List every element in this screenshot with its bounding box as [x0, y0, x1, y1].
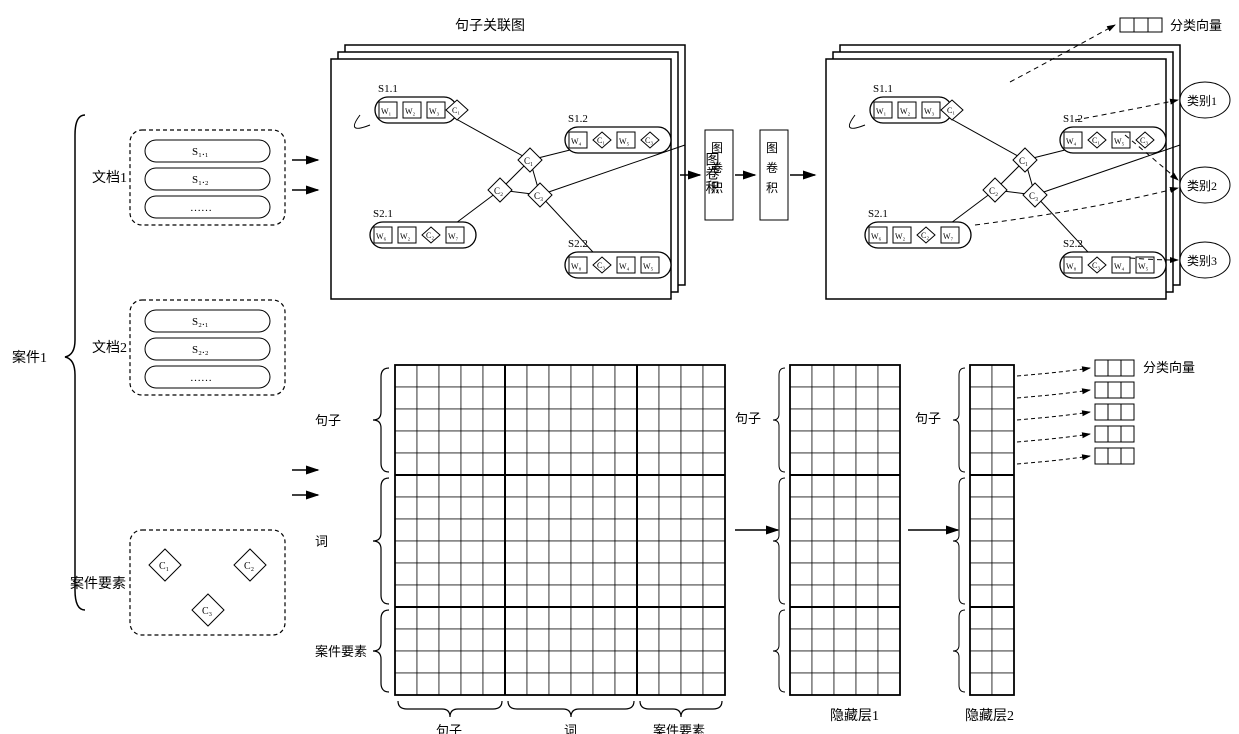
svg-text:W₈: W₈	[1066, 262, 1077, 271]
svg-text:词: 词	[564, 723, 577, 734]
svg-text:C₃: C₃	[1140, 136, 1148, 145]
hidden2-label: 隐藏层2	[965, 708, 1014, 724]
svg-text:案件要素: 案件要素	[315, 644, 367, 659]
hidden1-label: 隐藏层1	[830, 708, 879, 724]
svg-text:W₅: W₅	[1138, 262, 1149, 271]
svg-text:图: 图	[711, 141, 723, 155]
svg-text:C₃: C₃	[597, 261, 605, 270]
svg-text:W₂: W₂	[900, 107, 911, 116]
svg-text:C₁: C₁	[1092, 136, 1100, 145]
case-elements-box: C₁ C₂ C₃ 案件要素	[70, 530, 285, 635]
case1-label: 案件1	[12, 349, 47, 366]
svg-text:W₈: W₈	[571, 262, 582, 271]
svg-text:……: ……	[190, 202, 212, 214]
svg-text:W₄: W₄	[1114, 262, 1125, 271]
svg-text:分类向量: 分类向量	[1143, 360, 1195, 375]
feature-matrix	[395, 365, 725, 695]
main-diagram: 案件1 S₁.₁ S₁.₂ …… 文档1 S₂.₁ S₂.₂ …… 文档2 C₁…	[0, 0, 1239, 734]
svg-text:C₁: C₁	[1019, 156, 1028, 166]
svg-text:句子: 句子	[915, 411, 941, 426]
svg-text:C₂: C₂	[989, 186, 998, 196]
sentence-graph-title: 句子关联图	[455, 18, 525, 34]
svg-text:C₁: C₁	[947, 106, 955, 115]
svg-text:C₁: C₁	[597, 136, 605, 145]
svg-text:C₂: C₂	[244, 561, 254, 572]
svg-text:S2.2: S2.2	[568, 238, 588, 250]
svg-text:W₃: W₃	[429, 107, 440, 116]
svg-text:C₁: C₁	[452, 106, 460, 115]
svg-text:W₂: W₂	[895, 232, 906, 241]
svg-text:卷: 卷	[711, 160, 723, 175]
svg-text:W₂: W₂	[405, 107, 416, 116]
svg-text:句子: 句子	[436, 723, 462, 734]
doc2-label: 文档2	[92, 340, 127, 356]
case-elements-label: 案件要素	[70, 575, 126, 592]
hidden-layer-1	[790, 365, 900, 695]
svg-text:S1.1: S1.1	[873, 83, 893, 95]
svg-text:W₅: W₅	[619, 137, 630, 146]
svg-text:S1.1: S1.1	[378, 83, 398, 95]
svg-text:句子: 句子	[735, 411, 761, 426]
output-vectors: 分类向量	[1017, 360, 1195, 464]
svg-text:C₃: C₃	[202, 606, 212, 617]
svg-text:W₇: W₇	[448, 232, 459, 241]
doc1-label: 文档1	[92, 170, 127, 186]
svg-text:类别2: 类别2	[1187, 179, 1217, 193]
svg-text:W₃: W₃	[924, 107, 935, 116]
svg-text:W₅: W₅	[1114, 137, 1125, 146]
svg-text:案件要素: 案件要素	[653, 723, 705, 734]
svg-text:积: 积	[711, 181, 723, 195]
doc1-box: S₁.₁ S₁.₂ …… 文档1	[92, 130, 285, 225]
doc2-box: S₂.₁ S₂.₂ …… 文档2	[92, 300, 285, 395]
svg-text:S2.2: S2.2	[1063, 238, 1083, 250]
svg-text:句子: 句子	[315, 413, 341, 428]
svg-text:C₂: C₂	[426, 231, 434, 240]
svg-text:S₁.₁: S₁.₁	[192, 146, 209, 158]
svg-text:W₁: W₁	[381, 107, 392, 116]
svg-text:类别1: 类别1	[1187, 94, 1217, 108]
svg-text:C₂: C₂	[921, 231, 929, 240]
svg-text:W₄: W₄	[571, 137, 582, 146]
svg-text:W₁: W₁	[876, 107, 887, 116]
svg-text:S₂.₂: S₂.₂	[192, 344, 209, 356]
svg-text:C₁: C₁	[159, 561, 169, 572]
svg-text:C₃: C₃	[1029, 191, 1038, 201]
svg-text:图: 图	[766, 141, 778, 155]
svg-text:W₆: W₆	[376, 232, 387, 241]
svg-text:W₂: W₂	[400, 232, 411, 241]
svg-text:S2.1: S2.1	[868, 208, 888, 220]
svg-text:C₃: C₃	[1092, 261, 1100, 270]
svg-text:C₁: C₁	[524, 156, 533, 166]
svg-text:分类向量: 分类向量	[1170, 18, 1222, 33]
svg-text:S2.1: S2.1	[373, 208, 393, 220]
svg-text:词: 词	[315, 534, 328, 549]
svg-text:……: ……	[190, 372, 212, 384]
svg-text:S₁.₂: S₁.₂	[192, 174, 209, 186]
svg-text:C₃: C₃	[534, 191, 543, 201]
svg-text:W₇: W₇	[943, 232, 954, 241]
svg-text:卷: 卷	[766, 160, 778, 175]
svg-text:C₃: C₃	[645, 136, 653, 145]
svg-text:W₆: W₆	[871, 232, 882, 241]
svg-text:类别3: 类别3	[1187, 254, 1217, 268]
case1-brace: 案件1	[12, 115, 85, 610]
svg-text:W₄: W₄	[619, 262, 630, 271]
svg-text:S1.2: S1.2	[568, 113, 588, 125]
svg-text:W₄: W₄	[1066, 137, 1077, 146]
hidden-layer-2	[970, 365, 1014, 695]
svg-text:W₅: W₅	[643, 262, 654, 271]
svg-text:C₂: C₂	[494, 186, 503, 196]
svg-text:积: 积	[766, 181, 778, 195]
svg-text:S₂.₁: S₂.₁	[192, 316, 209, 328]
